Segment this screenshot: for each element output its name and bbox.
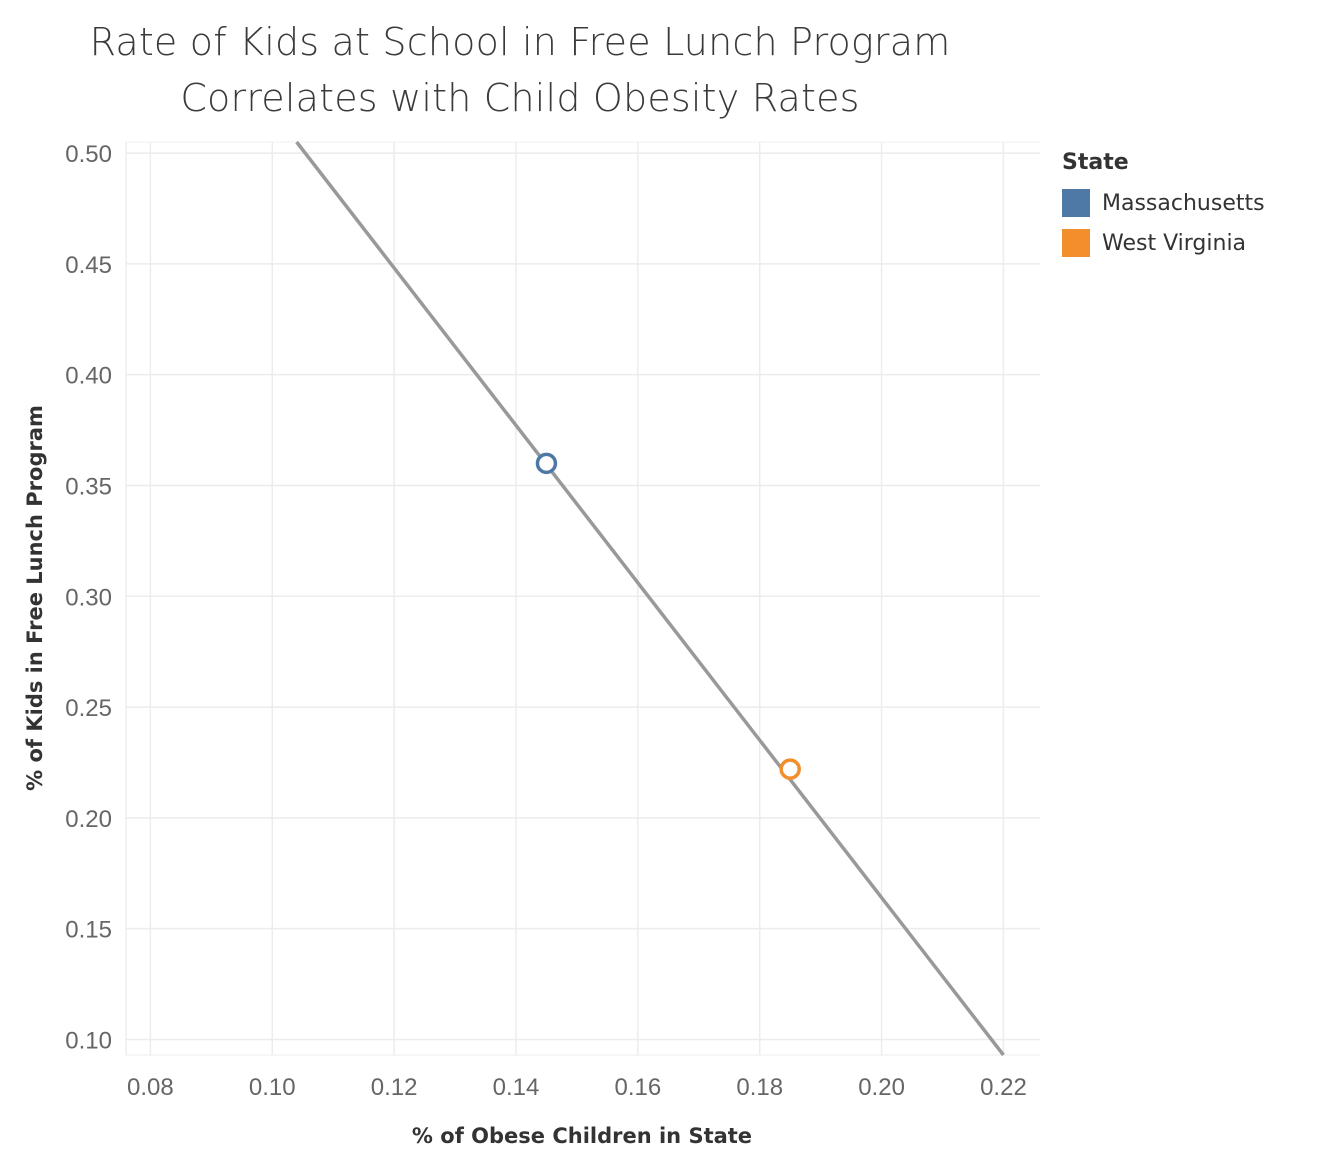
- y-tick-label: 0.50: [65, 141, 112, 168]
- y-tick-label: 0.20: [65, 806, 112, 833]
- legend: State Massachusetts West Virginia: [1062, 150, 1265, 263]
- x-tick-label: 0.14: [493, 1074, 540, 1101]
- legend-item-massachusetts[interactable]: Massachusetts: [1062, 183, 1265, 223]
- x-tick-label: 0.20: [858, 1074, 905, 1101]
- y-tick-label: 0.25: [65, 695, 112, 722]
- points: [535, 452, 801, 780]
- x-tick-label: 0.18: [736, 1074, 783, 1101]
- y-axis-ticks: 0.50 0.45 0.40 0.35 0.30 0.25 0.20 0.15 0.10: [65, 141, 112, 1054]
- legend-swatch: [1062, 189, 1090, 217]
- legend-item-west-virginia[interactable]: West Virginia: [1062, 223, 1265, 263]
- x-tick-label: 0.12: [371, 1074, 418, 1101]
- chart-title-line-1: Rate of Kids at School in Free Lunch Pro…: [89, 20, 951, 64]
- x-tick-label: 0.22: [980, 1074, 1027, 1101]
- point-west-virginia[interactable]: [779, 758, 801, 780]
- y-tick-label: 0.30: [65, 584, 112, 611]
- y-tick-label: 0.15: [65, 917, 112, 944]
- y-tick-label: 0.40: [65, 363, 112, 390]
- y-tick-label: 0.10: [65, 1027, 112, 1054]
- x-tick-label: 0.16: [614, 1074, 661, 1101]
- trend-line-group: [295, 140, 1005, 1057]
- legend-label: West Virginia: [1102, 230, 1247, 256]
- grid: [125, 141, 1040, 1056]
- legend-swatch: [1062, 229, 1090, 257]
- trend-line: [295, 140, 1005, 1057]
- y-tick-label: 0.35: [65, 473, 112, 500]
- legend-label: Massachusetts: [1102, 190, 1265, 216]
- y-tick-label: 0.45: [65, 252, 112, 279]
- x-tick-label: 0.10: [249, 1074, 296, 1101]
- x-axis-title: % of Obese Children in State: [412, 1124, 752, 1148]
- y-axis-title: % of Kids in Free Lunch Program: [23, 405, 47, 791]
- x-tick-label: 0.08: [127, 1074, 174, 1101]
- point-massachusetts[interactable]: [535, 452, 558, 475]
- x-axis-ticks: 0.08 0.10 0.12 0.14 0.16 0.18 0.20 0.22: [127, 1074, 1027, 1101]
- chart-title-line-2: Correlates with Child Obesity Rates: [180, 76, 860, 120]
- legend-title: State: [1062, 150, 1129, 175]
